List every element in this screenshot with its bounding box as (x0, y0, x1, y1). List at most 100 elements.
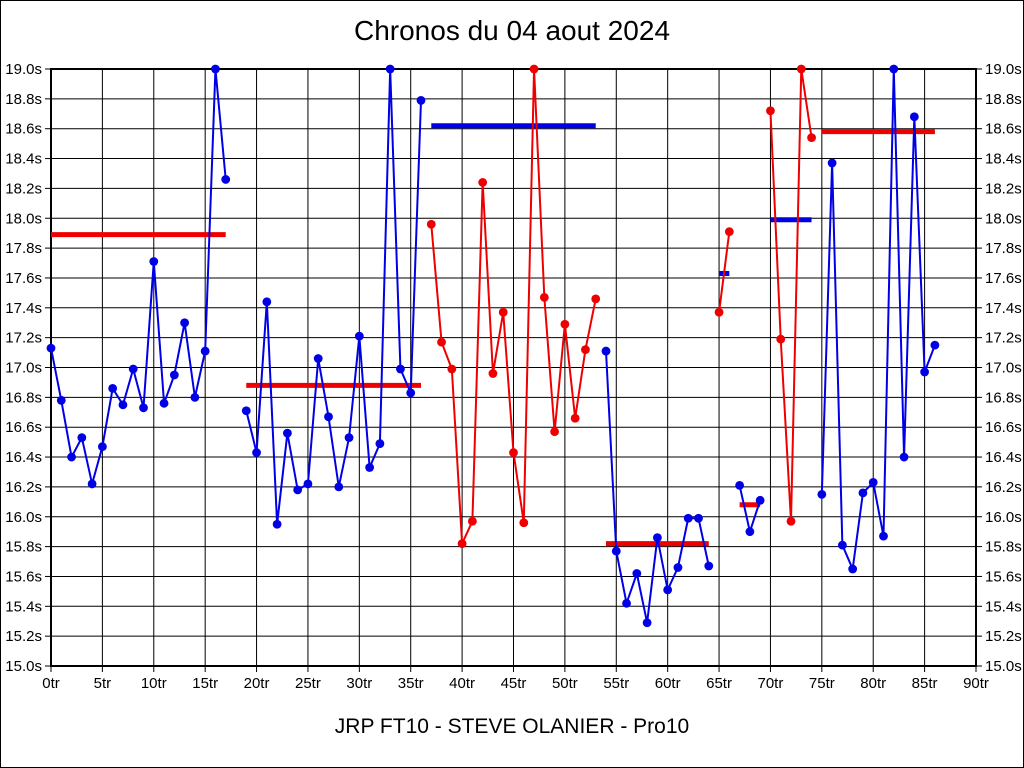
y-axis-label-left: 15.0s (5, 658, 42, 675)
y-axis-label-right: 15.0s (985, 658, 1022, 675)
x-axis-label: 15tr (192, 675, 218, 692)
y-axis-label-left: 16.2s (5, 479, 42, 496)
y-axis-label-left: 18.4s (5, 151, 42, 168)
lap-point (313, 354, 323, 363)
lap-point (519, 518, 529, 528)
lap-point (796, 64, 806, 74)
chart-title: Chronos du 04 aout 2024 (353, 15, 671, 46)
lap-point (724, 227, 734, 237)
x-axis-label: 10tr (141, 675, 167, 692)
lap-point (200, 346, 210, 356)
lap-point (745, 527, 755, 537)
lap-point (848, 564, 858, 574)
lap-point (570, 413, 580, 423)
lap-point (272, 519, 282, 529)
lap-point (108, 383, 118, 393)
y-axis-label-right: 18.6s (985, 121, 1022, 138)
stint-line (738, 485, 762, 536)
y-axis-label-right: 18.8s (985, 91, 1022, 108)
x-axis-label: 55tr (603, 675, 629, 692)
lap-point (704, 561, 714, 571)
lap-point (406, 388, 416, 398)
x-axis-label: 25tr (295, 675, 321, 692)
lap-point (282, 428, 292, 438)
y-axis-label-left: 17.0s (5, 360, 42, 377)
lap-point (180, 318, 190, 328)
stint-line (718, 231, 731, 313)
lap-point (56, 395, 66, 405)
lap-point (560, 319, 570, 329)
lap-point (426, 219, 436, 229)
y-axis-label-left: 18.0s (5, 210, 42, 227)
lap-point (663, 585, 673, 595)
lap-point (539, 292, 549, 302)
x-axis-label: 30tr (346, 675, 372, 692)
y-axis-label-right: 16.0s (985, 509, 1022, 526)
x-axis-label: 80tr (860, 675, 886, 692)
y-axis-label-right: 17.4s (985, 300, 1022, 317)
y-axis-label-left: 17.6s (5, 270, 42, 287)
stint-line (50, 68, 227, 485)
lap-point (509, 448, 518, 457)
y-axis-label-right: 16.8s (985, 389, 1022, 406)
y-axis-label-left: 17.2s (5, 330, 42, 347)
stint-line (245, 68, 422, 525)
plot-frame (50, 68, 977, 667)
lap-point (714, 307, 724, 317)
x-axis-label: 75tr (809, 675, 835, 692)
lap-point (447, 364, 457, 374)
lap-point (827, 158, 837, 168)
y-axis-label-left: 15.6s (5, 568, 42, 585)
lap-point (694, 513, 703, 523)
x-axis-label: 70tr (758, 675, 784, 692)
lap-point (786, 516, 796, 526)
lap-point (457, 539, 467, 549)
lap-point (467, 516, 477, 526)
y-axis-label-left: 16.6s (5, 419, 42, 436)
lap-point (632, 569, 642, 578)
lap-point (344, 433, 354, 443)
x-axis-label: 40tr (449, 675, 475, 692)
y-axis-label-right: 18.0s (985, 210, 1022, 227)
y-axis-label-left: 16.4s (5, 449, 42, 466)
lap-point (889, 64, 899, 74)
y-axis-label-right: 16.6s (985, 419, 1022, 436)
lap-point (437, 337, 446, 347)
x-axis-label: 85tr (912, 675, 938, 692)
lap-point (673, 563, 683, 572)
y-axis-label-left: 15.2s (5, 628, 42, 645)
x-axis-label: 5tr (94, 675, 112, 692)
lap-point (488, 369, 498, 378)
y-axis-label-left: 18.8s (5, 91, 42, 108)
lap-point (221, 175, 231, 184)
x-axis-label: 35tr (398, 675, 424, 692)
x-axis-label: 65tr (706, 675, 732, 692)
lap-point (169, 370, 179, 380)
y-axis-label-left: 15.8s (5, 539, 42, 556)
y-axis-label-right: 19.0s (985, 61, 1022, 78)
lap-point (591, 294, 601, 304)
y-axis-label-right: 15.8s (985, 539, 1022, 556)
lap-point (601, 346, 611, 356)
lap-point (652, 533, 662, 543)
y-axis-label-right: 17.6s (985, 270, 1022, 287)
y-axis-label-left: 17.4s (5, 300, 42, 317)
lap-point (776, 334, 786, 344)
lap-point (334, 482, 344, 492)
lap-point (581, 345, 590, 354)
y-axis-label-right: 16.2s (985, 479, 1022, 496)
lap-point (611, 546, 621, 556)
lap-point (858, 488, 868, 498)
lap-point (149, 257, 159, 266)
lap-point (262, 297, 272, 307)
stint-line (820, 68, 936, 573)
lap-point (97, 442, 107, 452)
lap-point (529, 64, 539, 74)
lap-point (550, 427, 560, 437)
lap-point (375, 439, 385, 449)
lap-point (293, 485, 303, 495)
lap-point (77, 433, 87, 443)
y-axis-label-right: 18.2s (985, 180, 1022, 197)
